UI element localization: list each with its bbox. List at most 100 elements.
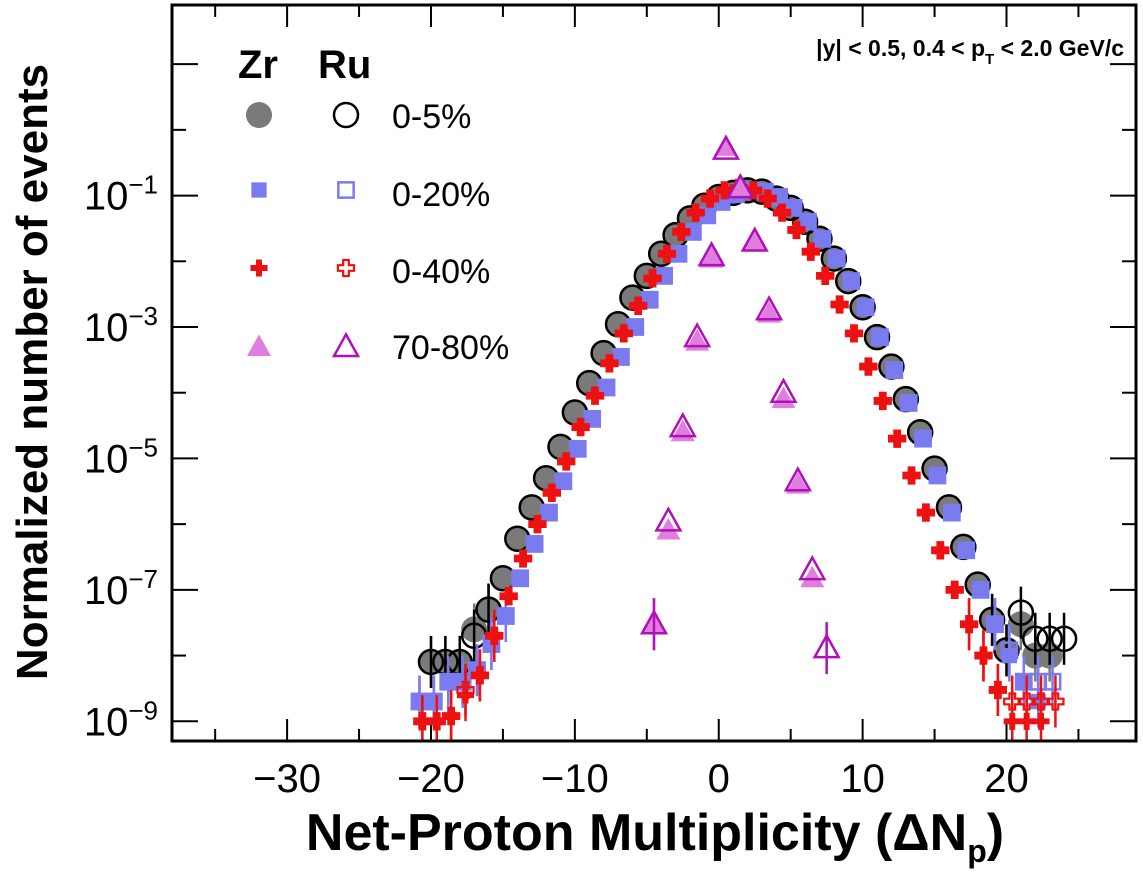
legend-marker-ru [331, 331, 361, 358]
data-point [740, 226, 769, 252]
data-point [470, 666, 490, 685]
data-point [584, 411, 600, 427]
plot-frame [170, 3, 1138, 743]
data-point [600, 354, 618, 372]
data-point [1031, 692, 1051, 711]
data-point [834, 267, 862, 295]
data-point [902, 466, 921, 485]
data-point [672, 223, 690, 241]
data-point [872, 329, 888, 345]
data-point [715, 181, 734, 199]
data-point [830, 295, 849, 314]
data-point [570, 441, 586, 457]
x-axis-title-end: ) [987, 804, 1004, 862]
data-point [697, 240, 726, 267]
data-point [500, 587, 518, 605]
legend-label-0-20: 0-20% [392, 176, 490, 214]
x-tick-labels: −30 −20 −10 0 10 20 [253, 757, 1029, 801]
data-layer [410, 134, 1078, 741]
data-point [427, 712, 446, 731]
annotation-sub: T [985, 51, 994, 68]
legend-marker-zr [250, 259, 268, 277]
data-point [844, 324, 864, 343]
data-point [813, 229, 832, 248]
data-point [874, 392, 892, 410]
data-point [540, 503, 558, 522]
data-point [600, 354, 619, 373]
data-point [957, 541, 976, 560]
data-point [945, 580, 964, 600]
data-point [668, 411, 697, 438]
data-point [915, 430, 931, 447]
legend-header-zr: Zr [238, 43, 278, 87]
legend-label-0-40: 0-40% [392, 253, 490, 291]
data-point [489, 565, 516, 592]
data-point [1036, 625, 1063, 653]
data-point [615, 324, 633, 342]
data-point [816, 267, 834, 285]
y-tick-exponent: −9 [128, 695, 158, 725]
data-point [901, 395, 917, 411]
x-tick-label: −30 [253, 757, 321, 801]
x-axis-title: Net-Proton Multiplicity (ΔNp) [306, 804, 1004, 869]
data-point [456, 680, 475, 700]
data-point [1017, 692, 1036, 711]
data-point [699, 245, 724, 268]
series-ru-70-80- [639, 134, 841, 675]
data-point [974, 646, 993, 665]
data-point [639, 609, 669, 635]
kinematic-cut-annotation: |y| < 0.5, 0.4 < pT < 2.0 GeV/c [816, 35, 1124, 68]
data-point [972, 582, 989, 598]
data-point [424, 692, 443, 711]
data-point [586, 387, 604, 405]
data-point [856, 298, 875, 317]
legend-marker-zr [247, 334, 271, 356]
data-point [931, 541, 949, 559]
data-point [629, 297, 647, 315]
data-point [441, 706, 461, 726]
data-point [700, 189, 720, 208]
data-point [859, 357, 878, 376]
y-tick-exponent: −7 [128, 564, 158, 594]
data-point [887, 429, 907, 448]
data-point [849, 293, 876, 321]
data-point [885, 361, 904, 380]
data-point [758, 189, 777, 208]
x-tick-label: −10 [541, 757, 609, 801]
data-point [958, 542, 974, 558]
data-point [857, 299, 874, 315]
y-tick-exponent: −3 [128, 301, 158, 331]
data-point [842, 272, 861, 290]
data-point [827, 249, 846, 268]
legend-marker-ru [337, 181, 355, 199]
data-point [870, 328, 889, 347]
data-point [931, 541, 950, 560]
data-point [859, 358, 877, 376]
data-point [657, 244, 677, 263]
data-point [816, 266, 835, 286]
y-tick-label: 10−1 [84, 170, 158, 219]
legend-marker-zr [246, 102, 272, 128]
x-tick-label: 0 [708, 757, 730, 801]
legend-label-0-5: 0-5% [392, 98, 471, 136]
data-point [568, 439, 587, 458]
data-point [1022, 625, 1049, 653]
data-point [511, 569, 530, 588]
data-point [800, 214, 816, 230]
data-point [769, 377, 798, 403]
y-tick-exponent: −5 [128, 432, 158, 462]
y-axis-title: Normalized number of events [8, 64, 57, 680]
data-point [658, 245, 676, 263]
data-point [942, 503, 961, 522]
data-point [946, 581, 964, 599]
data-point [944, 504, 960, 521]
series-ru-0-40- [413, 178, 1065, 741]
data-point [773, 204, 791, 222]
data-point [899, 393, 918, 412]
data-point [742, 228, 767, 251]
data-point [917, 504, 935, 522]
legend-marker-ru [332, 101, 360, 129]
data-point [614, 324, 633, 343]
data-point [845, 324, 863, 342]
